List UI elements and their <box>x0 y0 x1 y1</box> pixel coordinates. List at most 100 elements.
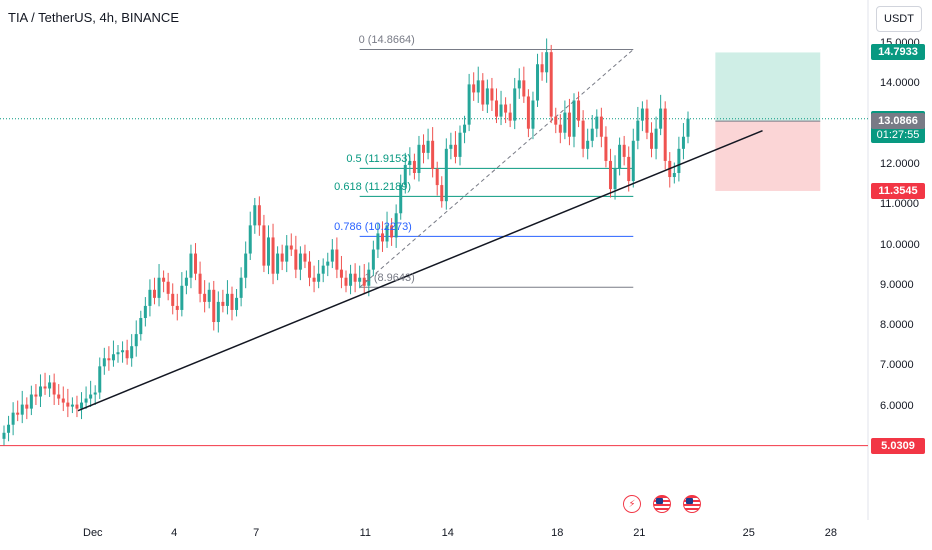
candle-body <box>7 424 11 433</box>
candle-body <box>376 233 380 250</box>
currency-button[interactable]: USDT <box>876 6 922 32</box>
candle-body <box>640 108 644 121</box>
candle-body <box>613 168 617 190</box>
time-tick-label: 4 <box>171 527 178 539</box>
candle-body <box>2 432 6 439</box>
candle-body <box>385 225 389 242</box>
candle-body <box>180 285 184 310</box>
candle-body <box>536 64 540 101</box>
candle-body <box>253 205 257 226</box>
candle-body <box>554 116 558 125</box>
candle-body <box>130 346 134 359</box>
candle-body <box>390 225 394 238</box>
candle-body <box>549 52 553 117</box>
candle-body <box>472 84 476 93</box>
price-badge-stop: 11.3545 <box>871 182 925 199</box>
candle-body <box>572 100 576 137</box>
candle-body <box>98 366 102 393</box>
price-tick-label: 11.0000 <box>880 198 919 211</box>
candle-body <box>276 253 280 274</box>
candle-body <box>504 104 508 113</box>
candle-body <box>526 96 530 129</box>
candle-body <box>531 100 535 129</box>
candle-body <box>645 108 649 133</box>
fib-level-label: 0.5 (11.9153) <box>346 153 411 166</box>
candle-body <box>257 205 261 226</box>
candle-body <box>604 136 608 161</box>
candle-body <box>121 350 125 353</box>
price-tick-label: 14.0000 <box>880 77 920 90</box>
candle-body <box>16 412 20 415</box>
position-loss-zone <box>715 121 821 191</box>
candle-body <box>335 249 339 270</box>
candle-body <box>266 237 270 266</box>
candle-body <box>184 277 188 286</box>
candle-body <box>595 116 599 129</box>
candle-body <box>116 352 120 355</box>
candle-body <box>285 245 289 262</box>
price-tick-label: 9.0000 <box>880 278 914 291</box>
candle-body <box>212 289 216 323</box>
candle-body <box>490 88 494 101</box>
candle-body <box>175 305 179 310</box>
price-badge-target: 14.7933 <box>871 44 925 61</box>
candle-body <box>677 148 681 173</box>
candle-body <box>326 261 330 266</box>
candle-body <box>417 144 421 173</box>
us-flag-event-icon[interactable] <box>653 495 671 513</box>
candle-body <box>148 289 152 306</box>
candle-body <box>467 84 471 125</box>
time-tick-label: 14 <box>441 527 454 539</box>
candle-body <box>380 233 384 242</box>
candle-body <box>481 80 485 105</box>
candle-body <box>440 185 444 202</box>
candle-body <box>485 88 489 105</box>
candle-body <box>20 404 24 415</box>
us-flag-event-icon[interactable] <box>683 495 701 513</box>
candle-body <box>577 100 581 121</box>
candle-body <box>203 293 207 302</box>
candle-body <box>412 160 416 173</box>
candle-body <box>89 394 93 399</box>
candle-body <box>171 293 175 306</box>
candle-body <box>650 132 654 149</box>
candle-body <box>358 277 362 282</box>
candle-body <box>321 265 325 274</box>
candle-body <box>48 382 52 389</box>
candle-body <box>244 253 248 278</box>
candle-body <box>280 253 284 262</box>
fib-level-label: 0.786 (10.2273) <box>334 221 412 234</box>
candle-body <box>303 253 307 262</box>
candle-body <box>194 253 198 274</box>
candle-body <box>70 404 74 407</box>
fib-level-label: 0.618 (11.2189) <box>334 181 412 194</box>
candle-body <box>449 144 453 149</box>
candle-body <box>453 144 457 157</box>
candle-body <box>80 402 84 409</box>
symbol-title[interactable]: TIA / TetherUS, 4h, BINANCE <box>8 10 179 25</box>
candle-body <box>93 392 97 395</box>
candle-body <box>590 128 594 141</box>
candle-body <box>435 168 439 186</box>
candle-body <box>198 273 202 294</box>
fib-level-label: 0 (14.8664) <box>358 34 415 47</box>
candle-body <box>545 52 549 73</box>
candle-body <box>317 273 321 282</box>
candle-body <box>43 386 47 389</box>
candle-body <box>84 398 88 403</box>
candle-body <box>125 350 129 359</box>
candle-body <box>111 354 115 361</box>
candle-body <box>294 249 298 270</box>
candle-body <box>659 108 663 129</box>
flash-event-icon[interactable]: ⚡ <box>623 495 641 513</box>
candle-body <box>289 245 293 250</box>
candle-body <box>29 394 33 409</box>
price-tick-label: 12.0000 <box>880 157 920 170</box>
fib-trend-line <box>359 49 634 288</box>
candle-body <box>312 277 316 282</box>
candle-body <box>230 293 234 310</box>
time-tick-label: 18 <box>551 527 564 539</box>
candle-body <box>34 394 38 397</box>
candle-body <box>681 136 685 149</box>
